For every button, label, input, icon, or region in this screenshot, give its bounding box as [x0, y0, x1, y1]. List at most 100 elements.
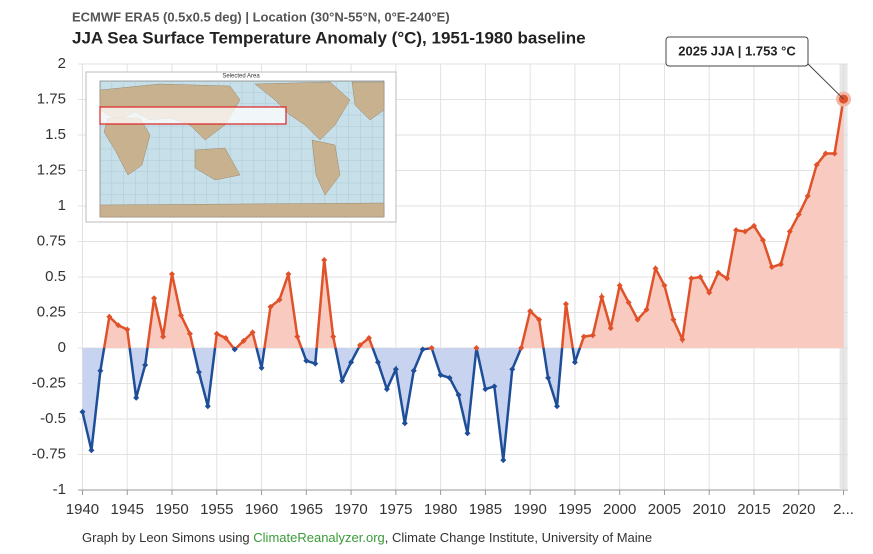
point: [240, 337, 247, 344]
point: [661, 282, 668, 289]
point: [383, 386, 390, 393]
point: [616, 282, 623, 289]
point: [509, 366, 516, 373]
x-tick-label: 1940: [66, 501, 99, 518]
point: [580, 333, 587, 340]
map-land: [254, 81, 351, 141]
point: [446, 374, 453, 381]
point: [204, 403, 211, 410]
y-tick-label: 0.75: [37, 232, 66, 249]
point: [589, 332, 596, 339]
point: [339, 377, 346, 384]
point: [79, 408, 86, 415]
x-tick-label: 2...: [833, 501, 854, 518]
point: [106, 313, 113, 320]
point: [258, 364, 265, 371]
point: [177, 312, 184, 319]
point: [186, 330, 193, 337]
point: [330, 333, 337, 340]
point: [267, 303, 274, 310]
credit-text: Graph by Leon Simons using: [82, 530, 254, 545]
point: [688, 275, 695, 282]
inset-title: Selected Area: [222, 74, 260, 80]
point: [419, 346, 426, 353]
x-tick-label: 2005: [648, 501, 681, 518]
point: [607, 325, 614, 332]
x-tick-label: 1970: [334, 501, 367, 518]
map-land: [311, 139, 341, 196]
point: [500, 457, 507, 464]
point: [697, 274, 704, 280]
point: [464, 430, 471, 437]
credit: Graph by Leon Simons using ClimateReanal…: [82, 530, 652, 545]
point: [124, 326, 131, 333]
y-tick-label: 1.75: [37, 90, 66, 107]
point: [115, 322, 122, 329]
map-land: [99, 202, 385, 218]
credit-link[interactable]: ClimateReanalyzer.org: [253, 530, 385, 545]
point: [554, 403, 561, 410]
x-tick-label: 1995: [558, 501, 591, 518]
map-land: [351, 81, 385, 121]
y-tick-label: 0.25: [37, 303, 66, 320]
x-tick-label: 1985: [469, 501, 502, 518]
point: [401, 420, 408, 427]
point: [706, 289, 713, 296]
x-tick-label: 2000: [603, 501, 636, 518]
point: [545, 374, 552, 381]
point: [374, 359, 381, 366]
map-selection: [99, 106, 287, 125]
point: [527, 308, 534, 315]
point: [437, 371, 444, 378]
point: [733, 227, 740, 234]
point: [357, 342, 364, 349]
point: [473, 345, 480, 351]
point: [625, 299, 632, 306]
point: [169, 271, 176, 278]
y-tick-label: 1: [58, 197, 66, 214]
point: [133, 394, 140, 401]
y-tick-label: -1: [53, 481, 66, 498]
point: [392, 366, 399, 373]
point: [428, 345, 435, 351]
point: [482, 386, 489, 393]
y-tick-label: 1.5: [45, 126, 66, 143]
point: [562, 300, 569, 307]
annotation-leader: [805, 61, 844, 100]
point: [670, 316, 677, 323]
point: [536, 316, 543, 323]
point: [88, 447, 95, 454]
x-tick-label: 2020: [782, 501, 815, 518]
point: [634, 316, 641, 323]
x-tick-label: 1980: [424, 501, 457, 518]
y-tick-label: 0: [58, 339, 66, 356]
x-tick-label: 2010: [693, 501, 726, 518]
area-positive: [82, 99, 844, 348]
point: [679, 336, 686, 343]
point: [195, 369, 202, 376]
point: [759, 237, 766, 244]
y-tick-label: -0.75: [32, 445, 66, 462]
point: [643, 306, 650, 313]
y-tick-label: 0.5: [45, 268, 66, 285]
annotation-box: [665, 36, 809, 67]
point: [249, 329, 256, 336]
point: [822, 150, 829, 157]
point: [750, 222, 757, 229]
chart-subtitle: ECMWF ERA5 (0.5x0.5 deg) | Location (30°…: [72, 9, 450, 24]
x-tick-label: 1965: [290, 501, 323, 518]
point: [491, 383, 498, 390]
x-tick-label: 1990: [513, 501, 546, 518]
point: [804, 193, 811, 200]
chart-title: JJA Sea Surface Temperature Anomaly (°C)…: [72, 28, 586, 47]
point: [410, 367, 417, 374]
point: [303, 357, 310, 364]
y-tick-label: 1.25: [37, 161, 66, 178]
x-tick-label: 1975: [379, 501, 412, 518]
point: [142, 362, 149, 369]
point: [294, 333, 301, 340]
x-tick-label: 1945: [111, 501, 144, 518]
point: [151, 295, 158, 302]
y-tick-label: 2: [58, 55, 66, 72]
